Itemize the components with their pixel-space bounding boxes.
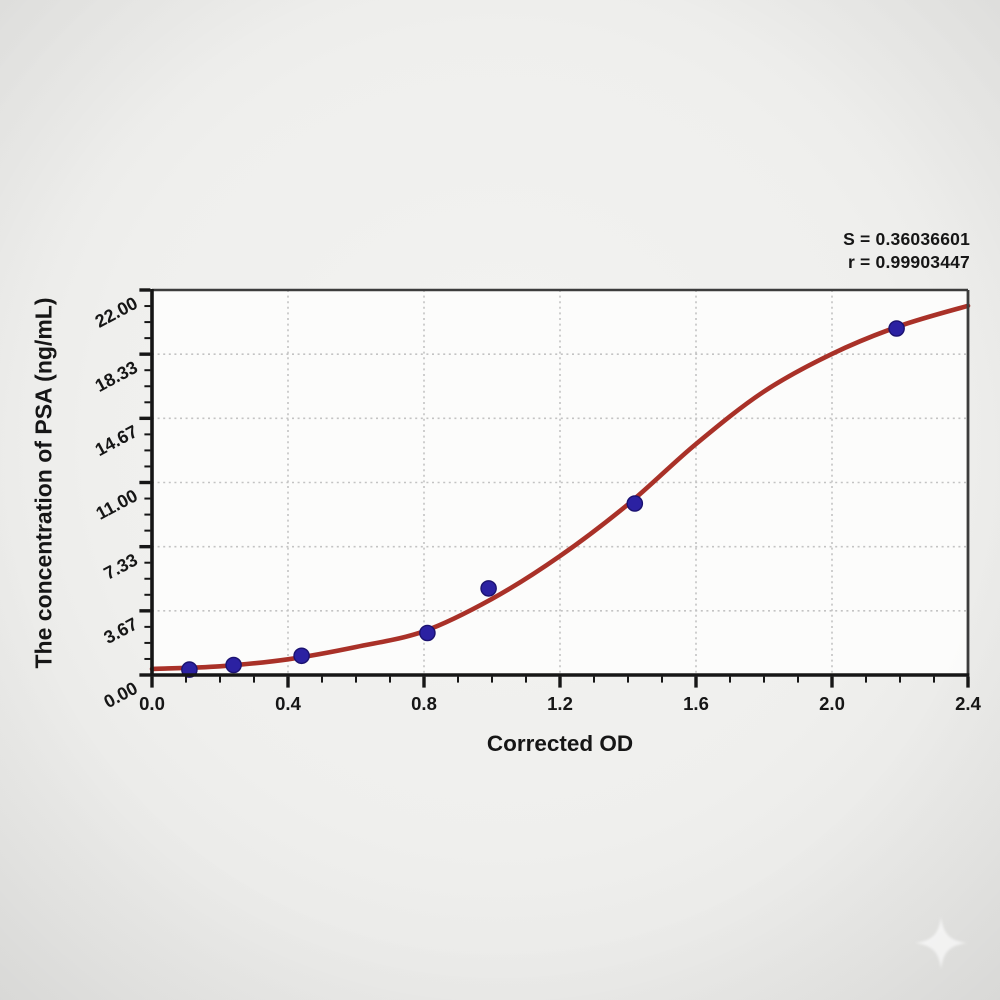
svg-text:1.2: 1.2 <box>547 693 573 714</box>
r-value: r = 0.99903447 <box>847 252 970 272</box>
s-value: S = 0.36036601 <box>843 229 970 249</box>
svg-text:3.67: 3.67 <box>101 614 141 648</box>
svg-text:22.00: 22.00 <box>92 293 141 332</box>
svg-text:11.00: 11.00 <box>93 485 141 523</box>
svg-text:0.4: 0.4 <box>275 693 301 714</box>
x-axis-title: Corrected OD <box>486 731 634 756</box>
svg-text:14.67: 14.67 <box>92 421 141 460</box>
sparkle-star-icon <box>915 917 967 969</box>
svg-text:18.33: 18.33 <box>92 357 141 396</box>
svg-text:7.33: 7.33 <box>101 550 141 584</box>
svg-text:2.4: 2.4 <box>955 693 981 714</box>
svg-text:2.0: 2.0 <box>819 693 845 714</box>
fit-statistics: S = 0.36036601 r = 0.99903447 <box>843 228 970 274</box>
svg-text:0.0: 0.0 <box>139 693 165 714</box>
svg-text:1.6: 1.6 <box>683 693 709 714</box>
svg-text:0.00: 0.00 <box>101 678 141 712</box>
svg-text:0.8: 0.8 <box>411 693 437 714</box>
y-axis-title: The concentration of PSA (ng/mL) <box>30 297 57 669</box>
